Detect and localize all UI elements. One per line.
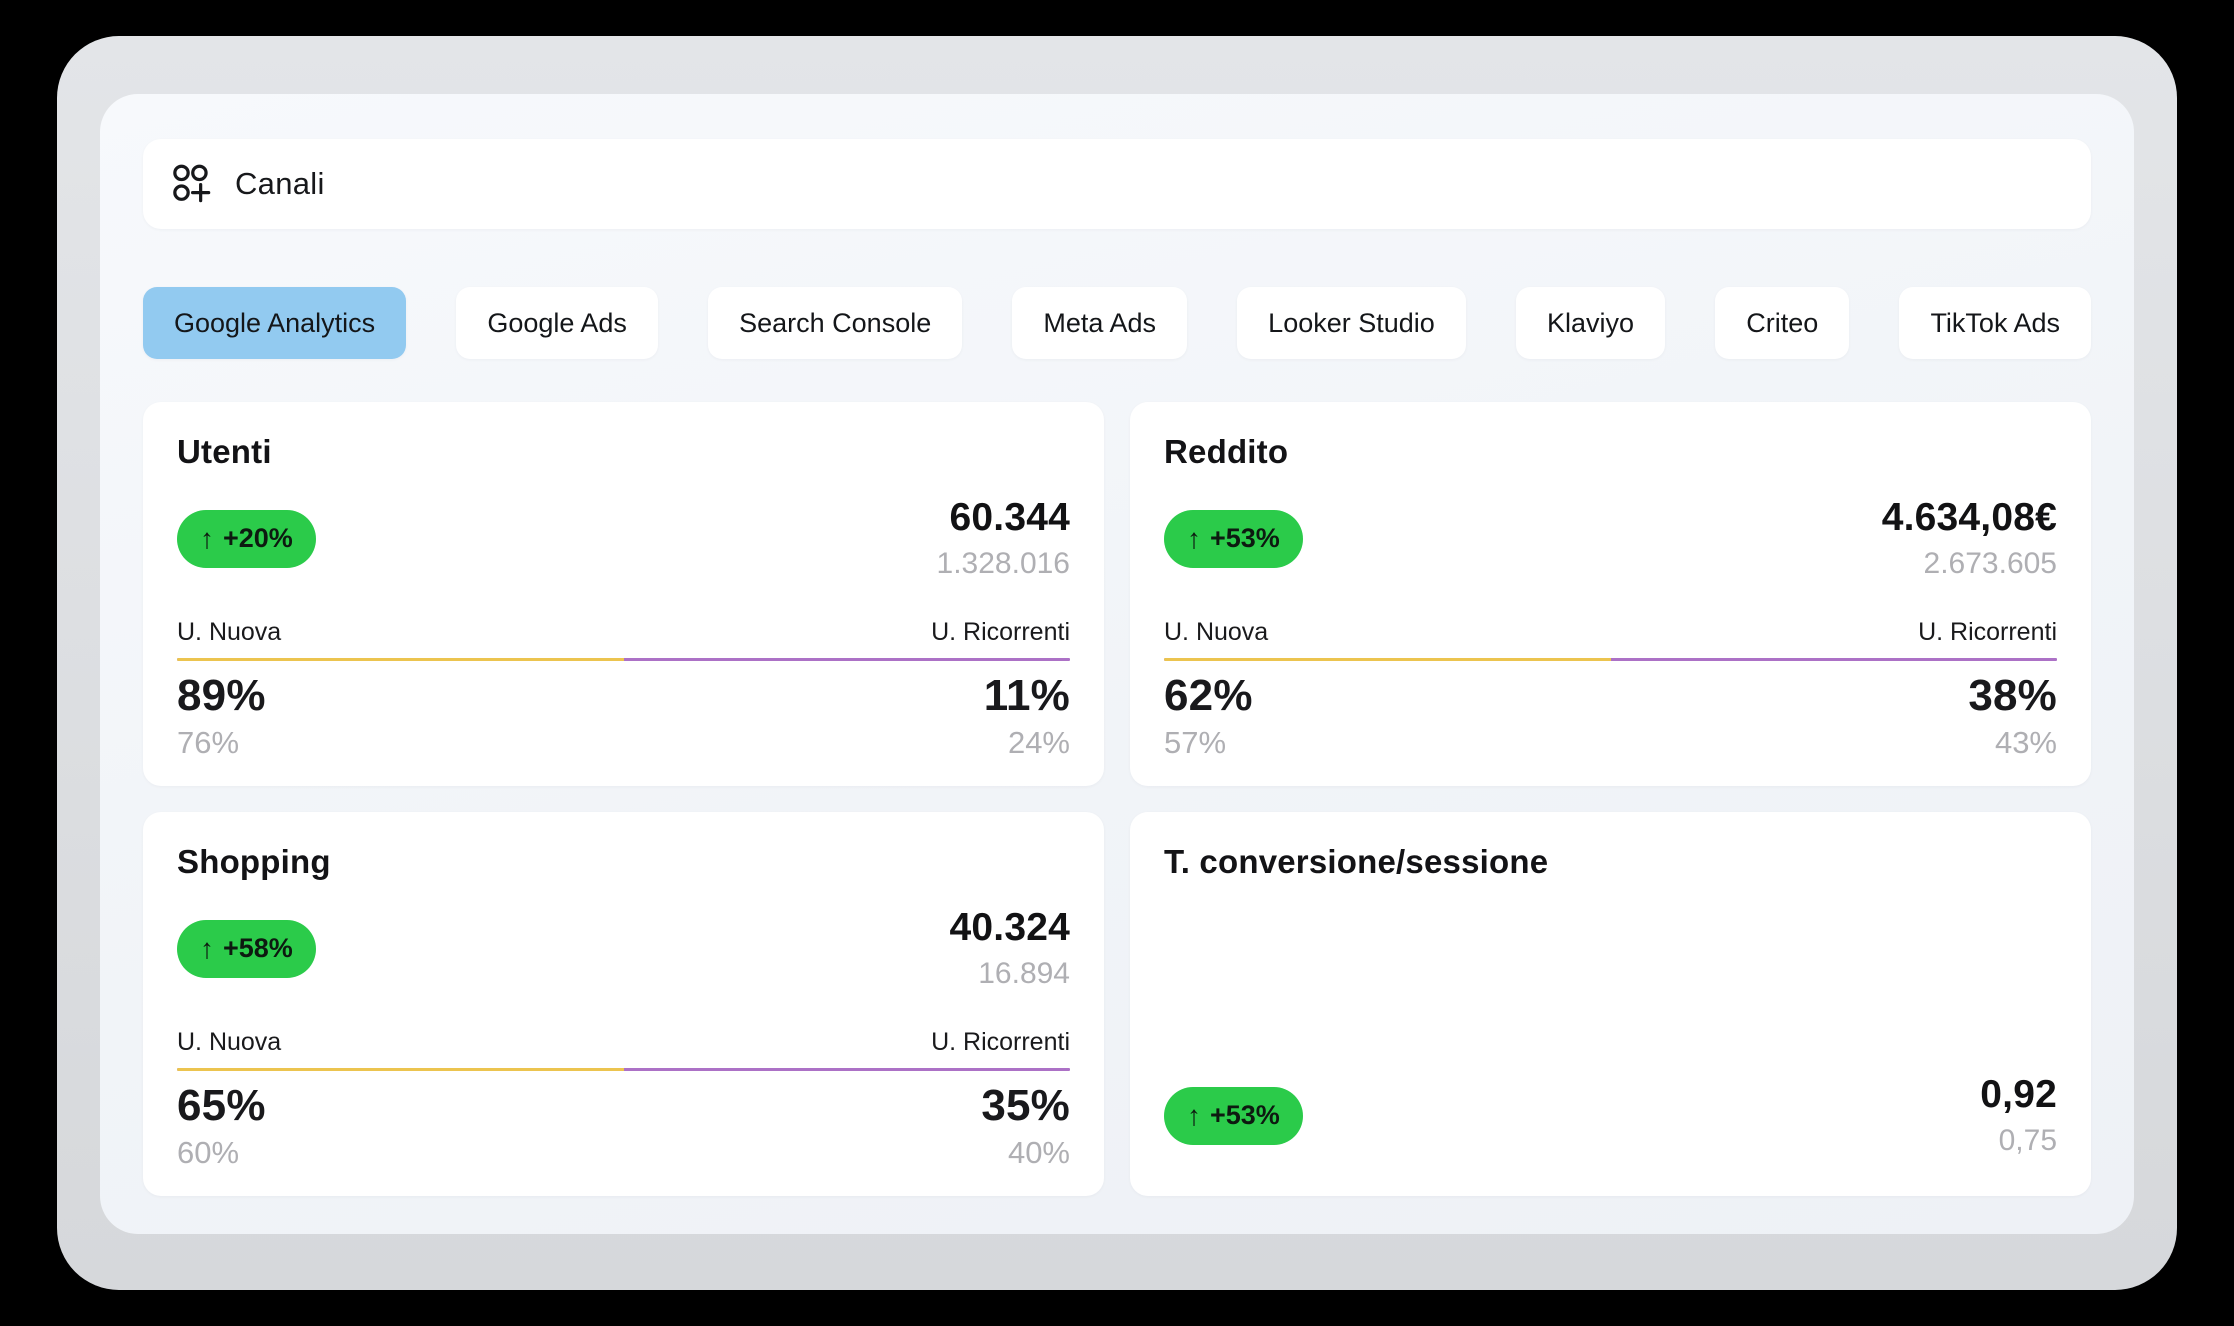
split-percentages: 65% 35% bbox=[177, 1080, 1070, 1132]
split-previous-percentages: 57% 43% bbox=[1164, 724, 2057, 762]
metric-cards-grid: Utenti ↑ +20% 60.344 1.328.016 U. Nuova … bbox=[143, 402, 2091, 1196]
split-bar-right-segment bbox=[1610, 658, 2057, 661]
card-tasso-conversione-sessione: T. conversione/sessione ↑ +53% 0,92 0,75 bbox=[1130, 812, 2091, 1196]
tab-google-ads[interactable]: Google Ads bbox=[456, 287, 658, 359]
split-right-value: 35% bbox=[981, 1081, 1070, 1130]
card-title: Utenti bbox=[177, 433, 272, 470]
split-right-value: 11% bbox=[983, 671, 1070, 720]
metric-previous-value: 0,75 bbox=[1998, 1124, 2057, 1157]
split-left-previous: 76% bbox=[177, 725, 240, 760]
split-bar-left-segment bbox=[177, 1068, 624, 1071]
tab-tiktok-ads[interactable]: TikTok Ads bbox=[1899, 287, 2091, 359]
badge-label: +58% bbox=[223, 933, 293, 963]
split-labels: U. Nuova U. Ricorrenti bbox=[177, 1027, 1070, 1057]
metric-previous-value: 16.894 bbox=[978, 957, 1070, 990]
split-left-value: 62% bbox=[1164, 671, 1253, 720]
card-shopping: Shopping ↑ +58% 40.324 16.894 U. Nuova U… bbox=[143, 812, 1104, 1196]
split-bar-left-segment bbox=[177, 658, 624, 661]
arrow-up-icon: ↑ bbox=[200, 932, 214, 964]
split-bar-left-segment bbox=[1164, 658, 1611, 661]
tab-looker-studio[interactable]: Looker Studio bbox=[1237, 287, 1466, 359]
badge-label: +53% bbox=[1210, 1100, 1280, 1130]
trend-badge: ↑ +20% bbox=[177, 509, 316, 568]
metric-values: 0,92 0,75 bbox=[1980, 1073, 2057, 1158]
split-labels: U. Nuova U. Ricorrenti bbox=[1164, 617, 2057, 647]
split-left-previous: 60% bbox=[177, 1135, 240, 1170]
device-frame: Canali Google Analytics Google Ads Searc… bbox=[57, 36, 2177, 1290]
split-right-label: U. Ricorrenti bbox=[931, 1028, 1070, 1056]
dashboard-panel: Canali Google Analytics Google Ads Searc… bbox=[100, 94, 2134, 1234]
metric-values: 60.344 1.328.016 bbox=[937, 496, 1070, 581]
split-left-value: 89% bbox=[177, 671, 266, 720]
metric-value: 60.344 bbox=[949, 496, 1070, 539]
card-utenti: Utenti ↑ +20% 60.344 1.328.016 U. Nuova … bbox=[143, 402, 1104, 786]
header-card: Canali bbox=[143, 139, 2091, 229]
tab-meta-ads[interactable]: Meta Ads bbox=[1012, 287, 1187, 359]
split-right-previous: 24% bbox=[1007, 725, 1070, 760]
trend-badge: ↑ +58% bbox=[177, 919, 316, 978]
tab-search-console[interactable]: Search Console bbox=[708, 287, 963, 359]
metric-row: ↑ +53% 4.634,08€ 2.673.605 bbox=[1164, 496, 2057, 581]
metric-value: 0,92 bbox=[1980, 1073, 2057, 1116]
arrow-up-icon: ↑ bbox=[200, 522, 214, 554]
metric-value: 4.634,08€ bbox=[1881, 496, 2057, 539]
split-right-previous: 40% bbox=[1007, 1135, 1070, 1170]
split-right-value: 38% bbox=[1968, 671, 2057, 720]
tab-criteo[interactable]: Criteo bbox=[1715, 287, 1850, 359]
arrow-up-icon: ↑ bbox=[1187, 522, 1201, 554]
split-bar-right-segment bbox=[623, 658, 1070, 661]
metric-values: 4.634,08€ 2.673.605 bbox=[1882, 496, 2057, 581]
split-left-value: 65% bbox=[177, 1081, 266, 1130]
split-previous-percentages: 60% 40% bbox=[177, 1134, 1070, 1172]
split-right-label: U. Ricorrenti bbox=[1918, 618, 2057, 646]
tab-klaviyo[interactable]: Klaviyo bbox=[1515, 287, 1666, 359]
trend-badge: ↑ +53% bbox=[1164, 509, 1303, 568]
category-plus-icon bbox=[171, 163, 213, 205]
metric-row: ↑ +20% 60.344 1.328.016 bbox=[177, 496, 1070, 581]
metric-row: ↑ +53% 0,92 0,75 bbox=[1164, 1073, 2057, 1158]
split-left-previous: 57% bbox=[1164, 725, 1227, 760]
metric-row: ↑ +58% 40.324 16.894 bbox=[177, 906, 1070, 991]
split-percentages: 62% 38% bbox=[1164, 670, 2057, 722]
split-left-label: U. Nuova bbox=[177, 618, 282, 646]
split-left-label: U. Nuova bbox=[177, 1028, 282, 1056]
split-right-previous: 43% bbox=[1994, 725, 2057, 760]
card-reddito: Reddito ↑ +53% 4.634,08€ 2.673.605 U. Nu… bbox=[1130, 402, 2091, 786]
split-bar bbox=[177, 1068, 1070, 1071]
split-labels: U. Nuova U. Ricorrenti bbox=[177, 617, 1070, 647]
metric-value: 40.324 bbox=[949, 906, 1070, 949]
tab-google-analytics[interactable]: Google Analytics bbox=[143, 287, 407, 359]
split-previous-percentages: 76% 24% bbox=[177, 724, 1070, 762]
trend-badge: ↑ +53% bbox=[1164, 1086, 1303, 1145]
badge-label: +20% bbox=[223, 523, 293, 553]
split-percentages: 89% 11% bbox=[177, 670, 1070, 722]
split-right-label: U. Ricorrenti bbox=[931, 618, 1070, 646]
channel-tabs: Google Analytics Google Ads Search Conso… bbox=[143, 287, 2091, 359]
split-bar-right-segment bbox=[623, 1068, 1070, 1071]
metric-values: 40.324 16.894 bbox=[950, 906, 1071, 991]
split-bar bbox=[177, 658, 1070, 661]
metric-previous-value: 2.673.605 bbox=[1923, 547, 2057, 580]
card-title: Shopping bbox=[177, 843, 331, 880]
page-title: Canali bbox=[235, 166, 325, 201]
arrow-up-icon: ↑ bbox=[1187, 1099, 1201, 1131]
metric-previous-value: 1.328.016 bbox=[936, 547, 1070, 580]
split-left-label: U. Nuova bbox=[1164, 618, 1269, 646]
split-bar bbox=[1164, 658, 2057, 661]
badge-label: +53% bbox=[1210, 523, 1280, 553]
card-title: Reddito bbox=[1164, 433, 1289, 470]
card-title: T. conversione/sessione bbox=[1164, 843, 1549, 880]
